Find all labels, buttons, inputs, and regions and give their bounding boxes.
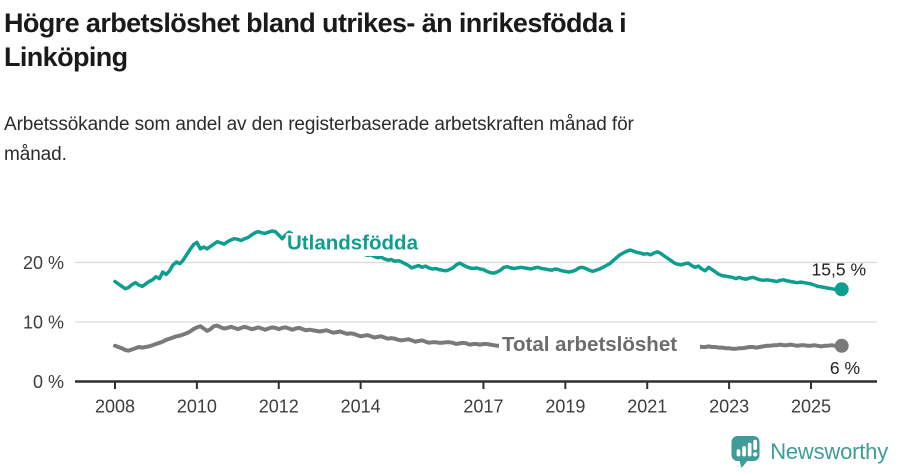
chart-subtitle: Arbetssökande som andel av den registerb…	[4, 110, 884, 170]
end-value-label-total: 6 %	[830, 358, 860, 378]
series-line-utlandsfodda	[113, 229, 844, 292]
x-tick-label: 2021	[627, 397, 667, 417]
page-title: Högre arbetslöshet bland utrikes- än inr…	[4, 6, 884, 74]
subtitle-line-2: månad.	[4, 144, 67, 165]
y-tick-label: 0 %	[33, 372, 64, 392]
series-end-dot-total	[834, 338, 849, 353]
newsworthy-wordmark: Newsworthy	[770, 438, 888, 464]
series-label-mask-utlandsfodda	[293, 232, 434, 256]
x-tick-label: 2025	[791, 397, 831, 417]
end-value-label-utlandsfodda: 15,5 %	[812, 259, 866, 279]
title-line-2: Linköping	[4, 42, 128, 72]
line-chart-plot: 0 % 10 % 20 % 2008 2010 2012 2014 2017 2019 2021 2…	[23, 229, 877, 417]
x-tick-label: 2019	[545, 397, 585, 417]
x-tick-label: 2012	[259, 397, 299, 417]
x-tick-label: 2008	[95, 397, 135, 417]
x-tick-label: 2014	[341, 397, 381, 417]
x-tick-label: 2023	[709, 397, 749, 417]
series-label-utlandsfodda: Utlandsfödda	[287, 232, 419, 255]
newsworthy-logo-icon	[731, 436, 760, 468]
series-label-total: Total arbetslöshet	[502, 333, 677, 356]
series-line-total	[113, 323, 844, 353]
x-tick-label: 2017	[463, 397, 503, 417]
chart-header: Högre arbetslöshet bland utrikes- än inr…	[4, 6, 884, 170]
y-tick-label: 20 %	[23, 253, 64, 273]
series-end-dot-utlandsfodda	[834, 282, 849, 297]
title-line-1: Högre arbetslöshet bland utrikes- än inr…	[4, 8, 627, 38]
series-label-mask-total	[499, 333, 700, 356]
x-tick-label: 2010	[177, 397, 217, 417]
y-tick-label: 10 %	[23, 313, 64, 333]
subtitle-line-1: Arbetssökande som andel av den registerb…	[4, 114, 634, 135]
newsworthy-brand-link[interactable]: Newsworthy	[730, 435, 888, 468]
